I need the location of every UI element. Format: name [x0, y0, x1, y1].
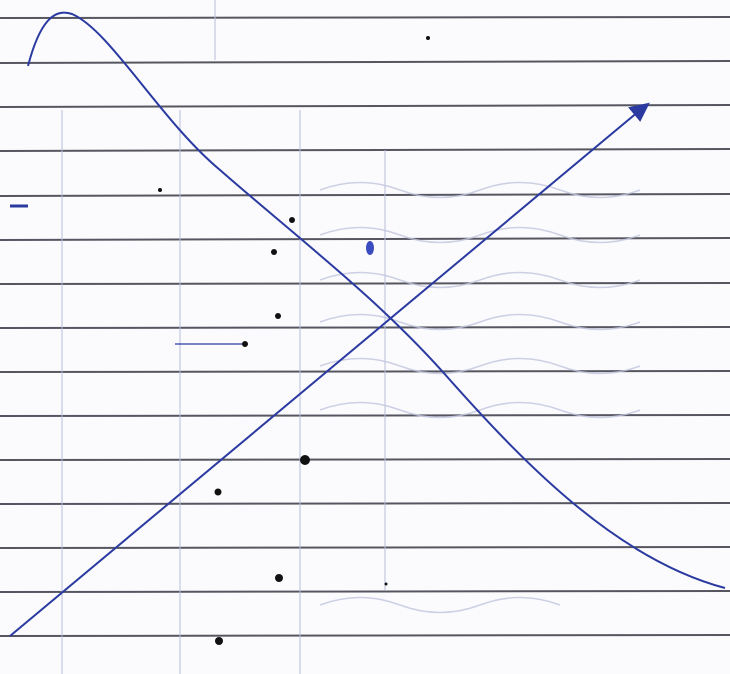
faint-columns	[61, 0, 386, 674]
dots	[158, 36, 430, 645]
rising-line	[9, 105, 646, 637]
ruled-lines	[0, 16, 730, 637]
ink-blot	[366, 241, 374, 255]
pen-drawing	[9, 11, 726, 637]
bleed-through	[319, 181, 641, 614]
bell-curve	[27, 11, 726, 589]
arrowhead	[628, 102, 650, 122]
